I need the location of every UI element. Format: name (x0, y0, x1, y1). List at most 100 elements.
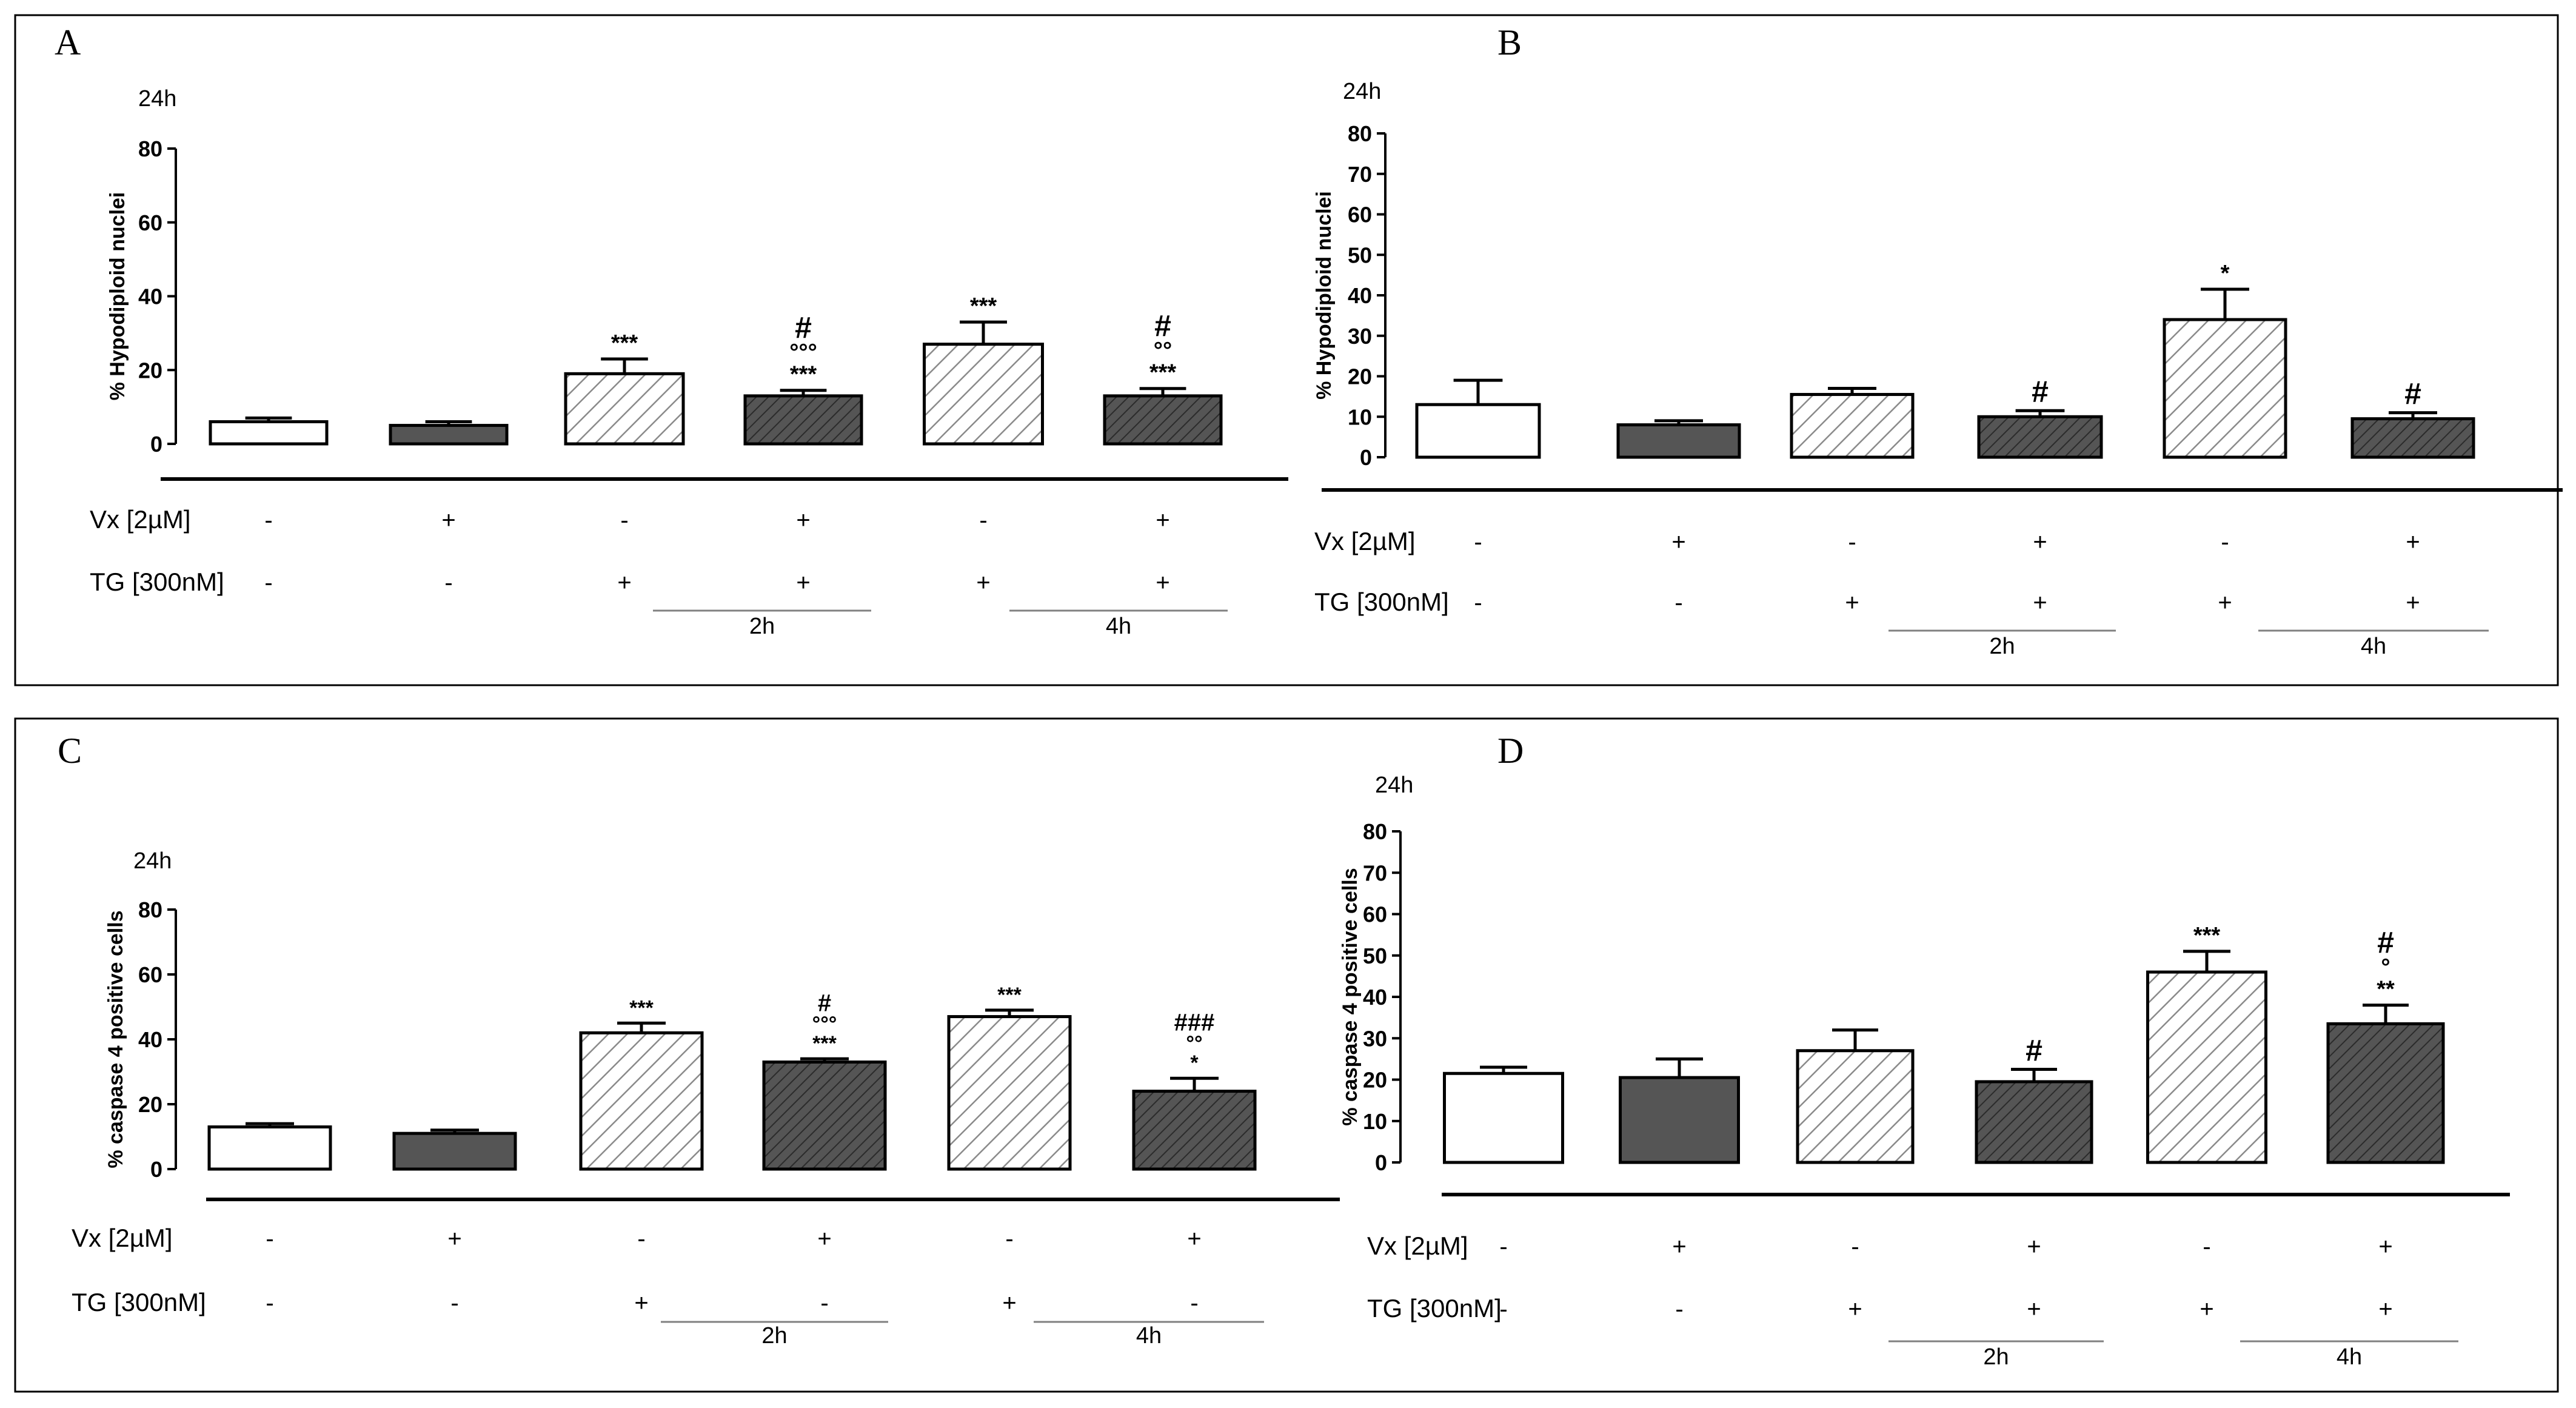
y-tick-label: 50 (1363, 944, 1387, 968)
y-tick-label: 20 (1363, 1068, 1387, 1093)
vx-sign: + (2027, 1233, 2041, 1260)
group-label: 4h (2337, 1344, 2362, 1370)
bar (207, 1125, 332, 1171)
vx-sign: - (979, 507, 987, 534)
vx-sign: + (2406, 529, 2420, 555)
vx-sign: - (2203, 1233, 2210, 1260)
vx-sign: + (1672, 1233, 1686, 1260)
y-tick-label: 0 (1375, 1150, 1387, 1175)
significance-label: * (2221, 261, 2230, 286)
significance-label: ° (2381, 955, 2390, 981)
vx-sign: - (1499, 1233, 1507, 1260)
bar (1790, 393, 1915, 459)
y-axis-label: % Hypodiploid nuclei (106, 192, 129, 401)
y-tick-label: 80 (138, 897, 162, 922)
vx-sign: - (1851, 1233, 1859, 1260)
vx-sign: + (441, 507, 455, 534)
significance-label: *** (790, 362, 817, 387)
bar (1796, 1049, 1915, 1164)
vx-sign: + (1156, 507, 1169, 534)
group-label: 2h (1989, 634, 2015, 659)
significance-label: # (2404, 377, 2421, 411)
bar (564, 372, 685, 446)
panel-letter: A (55, 22, 81, 62)
bar (743, 394, 863, 446)
row-label-tg: TG [300nM] (72, 1288, 206, 1316)
tg-sign: + (2033, 589, 2047, 616)
bar (1415, 403, 1541, 459)
significance-label: * (1190, 1051, 1199, 1074)
vx-sign: - (1474, 529, 1482, 555)
bar (392, 1131, 517, 1171)
y-tick-label: 20 (138, 1092, 162, 1117)
panel-c: C 24h 0 20 40 60 80 % caspase 4 positive cells *… (58, 731, 1340, 1349)
vx-sign: + (2378, 1233, 2392, 1260)
row-label-tg: TG [300nM] (90, 568, 224, 596)
tg-sign: + (2027, 1296, 2041, 1323)
group-label: 2h (1983, 1344, 2009, 1370)
time-label: 24h (1375, 773, 1413, 798)
bar (762, 1060, 887, 1171)
row-label-vx: Vx [2µM] (1367, 1232, 1468, 1260)
y-tick-label: 20 (1348, 364, 1372, 389)
y-tick-label: 40 (1363, 985, 1387, 1010)
significance-label: *** (629, 996, 654, 1019)
y-tick-label: 10 (1348, 404, 1372, 429)
bar (1977, 415, 2103, 459)
vx-sign: - (1005, 1225, 1013, 1252)
significance-label: ### (1174, 1010, 1215, 1036)
tg-sign: + (2378, 1296, 2392, 1323)
panel-d: D 24h 0 10 20 30 40 50 60 70 80 % caspase 4 positiv… (1339, 731, 2510, 1370)
y-tick-label: 60 (138, 210, 162, 235)
vx-sign: + (1671, 529, 1685, 555)
tg-sign: - (1674, 589, 1682, 616)
tg-sign: - (1474, 589, 1482, 616)
tg-sign: + (2406, 589, 2420, 616)
y-axis-label: % caspase 4 positive cells (104, 910, 127, 1168)
bar (1132, 1090, 1257, 1171)
tg-sign: - (1190, 1290, 1198, 1316)
significance-label: °°° (812, 1013, 837, 1036)
bar (1616, 423, 1741, 459)
time-label: 24h (133, 848, 172, 874)
vx-sign: + (1187, 1225, 1201, 1252)
significance-label: *** (611, 330, 638, 356)
bar (389, 424, 509, 446)
panel-letter: B (1497, 22, 1522, 62)
vx-sign: - (266, 1225, 273, 1252)
bar (1975, 1080, 2093, 1164)
y-tick-label: 0 (1360, 445, 1372, 470)
y-tick-label: 60 (1348, 203, 1372, 227)
y-tick-label: 70 (1348, 162, 1372, 187)
group-label: 4h (2361, 634, 2386, 659)
bar (579, 1031, 704, 1171)
bar (1103, 394, 1223, 446)
y-tick-label: 40 (138, 284, 162, 309)
tg-sign: + (634, 1290, 648, 1316)
significance-label: *** (812, 1032, 837, 1055)
row-label-tg: TG [300nM] (1367, 1294, 1502, 1323)
significance-label: # (795, 311, 812, 345)
tg-sign: + (1002, 1290, 1016, 1316)
vx-sign: + (447, 1225, 461, 1252)
y-tick-label: 80 (1363, 819, 1387, 844)
y-tick-label: 30 (1363, 1026, 1387, 1051)
tg-sign: + (1156, 569, 1169, 596)
tg-sign: + (1848, 1296, 1862, 1323)
significance-label: ** (2377, 977, 2395, 1002)
significance-label: # (818, 990, 831, 1017)
panel-b: B 24h 0 10 20 30 40 50 60 70 80 % Hypodiploid nucle… (1313, 22, 2563, 659)
y-tick-label: 70 (1363, 860, 1387, 885)
tg-sign: + (1845, 589, 1859, 616)
group-label: 2h (749, 614, 775, 639)
tg-sign: + (617, 569, 631, 596)
significance-label: *** (2193, 923, 2221, 948)
y-tick-label: 0 (150, 432, 162, 457)
significance-label: °°° (789, 340, 817, 366)
time-label: 24h (1343, 79, 1381, 104)
bar (923, 343, 1044, 446)
row-label-tg: TG [300nM] (1314, 588, 1449, 616)
vx-sign: - (264, 507, 272, 534)
